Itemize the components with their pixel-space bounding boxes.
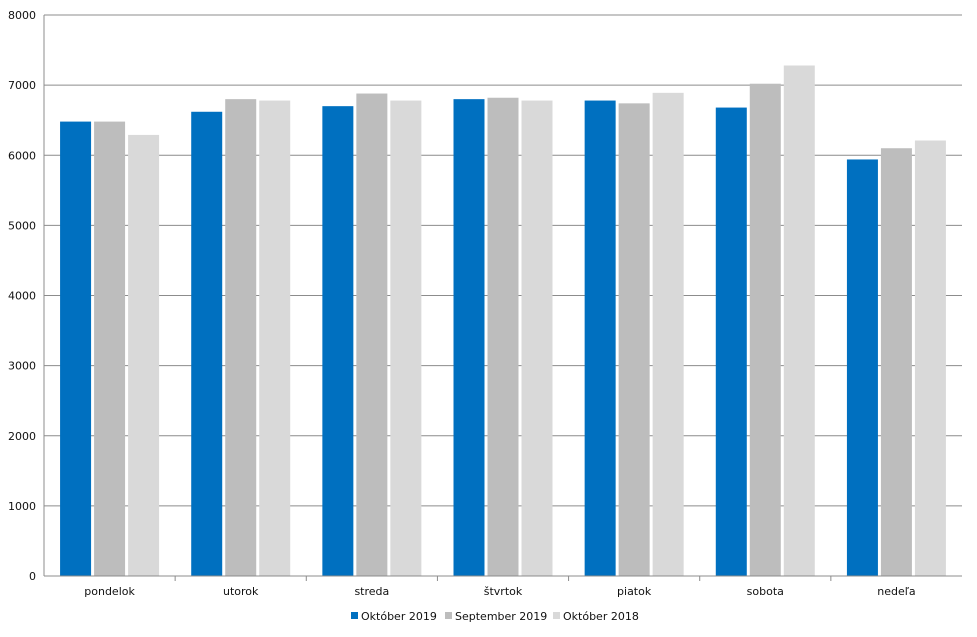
- legend: Október 2019 September 2019 Október 2018: [351, 610, 639, 623]
- y-tick-label: 8000: [8, 9, 36, 22]
- bar-sobota-series-2: [783, 65, 815, 577]
- bar-streda-series-2: [390, 100, 422, 577]
- y-axis-tick-labels: 0 1000 2000 3000 4000 5000 6000 7000 8000: [8, 9, 36, 583]
- y-tick-label: 4000: [8, 290, 36, 303]
- axes: [43, 15, 962, 581]
- bar-pondelok-series-2: [128, 134, 160, 576]
- bar-pondelok-series-1: [94, 121, 126, 576]
- x-category-label: piatok: [617, 585, 652, 598]
- legend-swatch: [553, 612, 560, 619]
- bar-utorok-series-1: [225, 99, 257, 577]
- x-category-label: utorok: [223, 585, 259, 598]
- bar-štvrtok-series-0: [453, 99, 485, 577]
- y-tick-label: 1000: [8, 500, 36, 513]
- x-category-label: štvrtok: [484, 585, 523, 598]
- x-axis-category-labels: pondelok utorok streda štvrtok piatok sobota n…: [84, 585, 915, 598]
- y-tick-label: 7000: [8, 79, 36, 92]
- legend-swatch: [445, 612, 452, 619]
- bar-streda-series-0: [322, 106, 354, 576]
- x-category-label: sobota: [747, 585, 784, 598]
- y-tick-label: 0: [29, 570, 36, 583]
- legend-swatch: [351, 612, 358, 619]
- bar-piatok-series-0: [584, 100, 616, 577]
- legend-label: Október 2019: [361, 610, 437, 623]
- bar-štvrtok-series-2: [521, 100, 553, 577]
- bar-piatok-series-1: [618, 103, 650, 577]
- bar-nedeľa-series-2: [914, 140, 946, 576]
- x-category-label: streda: [354, 585, 389, 598]
- bar-utorok-series-0: [191, 111, 223, 577]
- bar-sobota-series-0: [715, 107, 747, 576]
- y-tick-label: 5000: [8, 219, 36, 232]
- legend-label: Október 2018: [563, 610, 639, 623]
- x-category-label: pondelok: [84, 585, 135, 598]
- legend-label: September 2019: [455, 610, 547, 623]
- bar-štvrtok-series-1: [487, 97, 519, 576]
- y-tick-label: 6000: [8, 149, 36, 162]
- y-tick-label: 2000: [8, 430, 36, 443]
- y-tick-label: 3000: [8, 360, 36, 373]
- bars: [60, 65, 946, 577]
- bar-utorok-series-2: [259, 100, 291, 577]
- bar-sobota-series-1: [749, 83, 781, 576]
- bar-streda-series-1: [356, 93, 388, 576]
- bar-piatok-series-2: [652, 92, 684, 577]
- x-category-label: nedeľa: [877, 585, 915, 598]
- bar-pondelok-series-0: [60, 121, 92, 576]
- bar-nedeľa-series-1: [880, 148, 912, 577]
- bar-nedeľa-series-0: [846, 159, 878, 576]
